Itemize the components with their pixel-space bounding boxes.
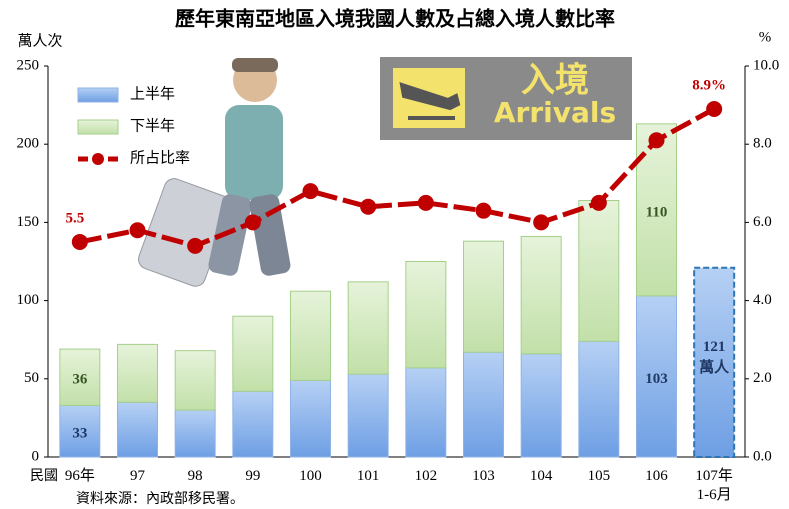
bar [347, 373, 389, 458]
bar [174, 350, 216, 411]
line-marker [417, 194, 434, 211]
y2-tick-label: 4.0 [753, 292, 772, 308]
y-tick-label: 200 [17, 136, 40, 152]
x-tick-label: 106 [645, 468, 668, 484]
bar [405, 261, 447, 369]
x-tick-label: 103 [472, 468, 495, 484]
y-tick-label: 250 [17, 57, 40, 73]
x-tick-label: 100 [299, 468, 322, 484]
x-tick-label: 102 [414, 468, 438, 484]
line-marker [302, 183, 319, 200]
line-marker [648, 132, 665, 149]
y-tick-label: 50 [24, 370, 39, 386]
y2-tick-label: 6.0 [753, 214, 772, 230]
line-marker [533, 214, 550, 231]
x-tick-label: 98 [187, 468, 203, 484]
line-marker [590, 194, 607, 211]
line-marker [187, 237, 204, 254]
bar [520, 235, 562, 355]
legend-swatch [77, 87, 119, 103]
x-tick-label: 97 [130, 468, 145, 484]
bar [578, 340, 620, 458]
line-marker [244, 214, 261, 231]
bar [232, 390, 274, 458]
bar [174, 409, 216, 458]
y2-axis-label: % [759, 29, 772, 45]
y-axis-label: 萬人次 [17, 32, 62, 49]
illustration [138, 58, 291, 287]
legend-label: 上半年 [130, 85, 175, 102]
data-label: 33 [72, 426, 87, 442]
data-label: 103 [645, 371, 668, 387]
bar [117, 401, 158, 458]
x-prefix: 民國 [30, 469, 58, 484]
bar [117, 343, 158, 403]
bar [59, 348, 101, 406]
sign-subtitle: Arrivals [494, 96, 616, 129]
data-label: 110 [646, 204, 668, 220]
bar [463, 240, 504, 353]
bar [636, 295, 677, 458]
y-tick-label: 100 [17, 292, 40, 308]
unit-note: 萬人 [699, 358, 730, 376]
y2-tick-label: 2.0 [753, 370, 772, 386]
bar [290, 379, 331, 458]
x-tick-label: 96年 [64, 468, 95, 484]
x-tick-label: 105 [587, 468, 611, 484]
y-tick-label: 150 [17, 214, 40, 230]
source: 資料來源：內政部移民署。 [76, 491, 244, 507]
bar [290, 290, 331, 381]
legend-swatch [77, 119, 119, 135]
y-tick-label: 0 [32, 448, 40, 464]
line-marker [706, 101, 723, 118]
data-label: 36 [72, 372, 88, 388]
y2-tick-label: 8.0 [753, 136, 772, 152]
x-tick-label: 99 [245, 468, 261, 484]
legend-label: 所占比率 [130, 149, 190, 166]
bar [405, 367, 447, 458]
bar [463, 351, 504, 458]
line-marker [129, 222, 146, 239]
x-tick-label: 104 [529, 468, 553, 484]
bar [347, 281, 389, 375]
bar [693, 266, 736, 459]
legend-swatch [92, 153, 104, 165]
bar [578, 200, 620, 342]
bar [59, 404, 101, 458]
y2-tick-label: 10.0 [753, 57, 779, 73]
bar [232, 315, 274, 392]
x-tick-label: 101 [356, 468, 380, 484]
line-marker [475, 202, 492, 219]
line-label: 5.5 [65, 210, 84, 226]
arrivals-sign [380, 57, 632, 140]
line-label: 8.9% [692, 77, 726, 93]
y2-tick-label: 0.0 [753, 448, 772, 464]
line-marker [360, 198, 377, 215]
sign-title: 入境 [521, 61, 589, 101]
line-marker [71, 233, 88, 250]
chart-title: 歷年東南亞地區入境我國人數及占總入境人數比率 [175, 7, 615, 31]
data-label: 121 [703, 339, 726, 355]
legend-label: 下半年 [130, 117, 175, 134]
bar [520, 353, 562, 458]
x-tick-label: 107年 1-6月 [695, 468, 733, 503]
